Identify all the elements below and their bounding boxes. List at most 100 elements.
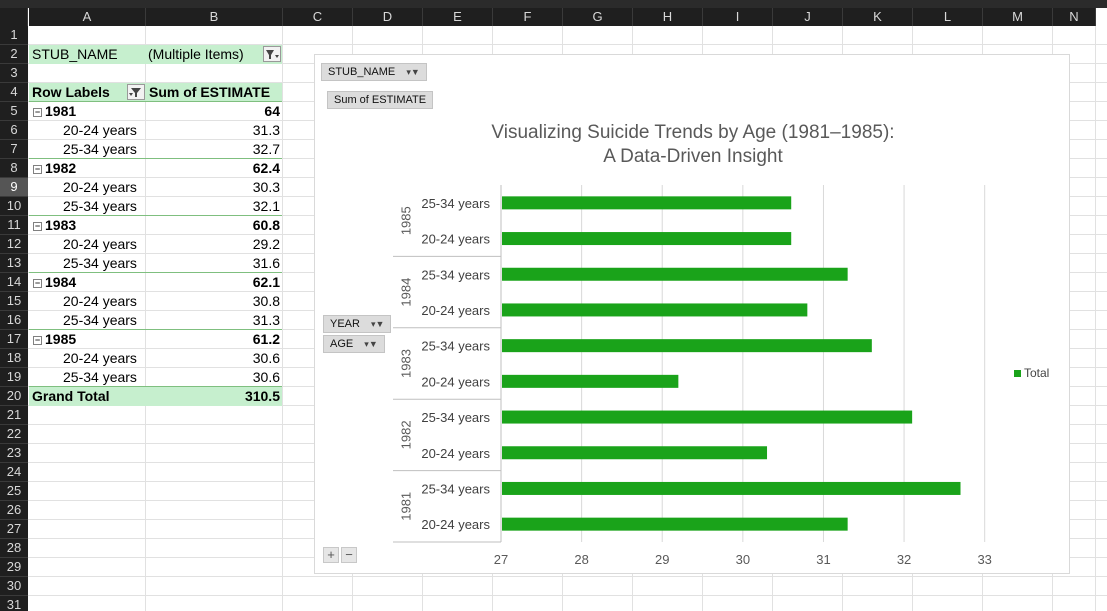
row-header-7[interactable]: 7	[0, 140, 28, 159]
group-divider	[29, 158, 282, 159]
column-header-h[interactable]: H	[633, 8, 703, 26]
pivot-year-label[interactable]: −1983	[29, 216, 146, 235]
chart-expand-button[interactable]: +	[323, 547, 339, 563]
row-header-20[interactable]: 20	[0, 387, 28, 406]
pivot-age-value: 32.7	[252, 141, 280, 157]
row-header-15[interactable]: 15	[0, 292, 28, 311]
year-axis-label: 1982	[398, 420, 413, 449]
pivot-age-label: 20-24 years	[63, 350, 137, 366]
x-tick-label: 29	[655, 552, 669, 567]
column-header-k[interactable]: K	[843, 8, 913, 26]
pivot-year-total: 61.2	[252, 331, 280, 347]
pivot-year-text: 1985	[45, 331, 77, 347]
column-header-f[interactable]: F	[493, 8, 563, 26]
column-header-n[interactable]: N	[1053, 8, 1096, 26]
pivot-age-label: 25-34 years	[63, 198, 137, 214]
x-tick-label: 33	[977, 552, 991, 567]
row-header-8[interactable]: 8	[0, 159, 28, 178]
pivot-year-label[interactable]: −1984	[29, 273, 146, 292]
row-header-28[interactable]: 28	[0, 539, 28, 558]
row-header-2[interactable]: 2	[0, 45, 28, 64]
pivot-row-labels-header: Row Labels	[29, 83, 146, 102]
pivot-year-label[interactable]: −1982	[29, 159, 146, 178]
collapse-minus-icon[interactable]: −	[33, 107, 42, 117]
chart-field-button-sum-estimate[interactable]: Sum of ESTIMATE	[327, 91, 434, 109]
column-header-m[interactable]: M	[983, 8, 1053, 26]
collapse-minus-icon[interactable]: −	[33, 221, 42, 231]
column-header-i[interactable]: I	[703, 8, 773, 26]
year-axis-label: 1984	[398, 278, 413, 307]
collapse-minus-icon[interactable]: −	[33, 278, 42, 288]
pivot-filter-value: (Multiple Items)	[148, 46, 244, 62]
pivot-year-label[interactable]: −1985	[29, 330, 146, 349]
pivot-chart[interactable]: STUB_NAME ▾▼ Sum of ESTIMATE YEAR ▾▼ AGE…	[314, 54, 1070, 574]
row-header-6[interactable]: 6	[0, 121, 28, 140]
row-header-16[interactable]: 16	[0, 311, 28, 330]
pivot-filter-label: STUB_NAME	[32, 46, 118, 62]
collapse-minus-icon[interactable]: −	[33, 164, 42, 174]
chart-title-line-1: Visualizing Suicide Trends by Age (1981–…	[491, 122, 895, 143]
row-header-4[interactable]: 4	[0, 83, 28, 102]
row-header-21[interactable]: 21	[0, 406, 28, 425]
row-header-12[interactable]: 12	[0, 235, 28, 254]
chart-collapse-button[interactable]: −	[341, 547, 357, 563]
column-gridline	[282, 26, 283, 611]
pivot-filter-dropdown-button[interactable]	[263, 46, 281, 62]
bar-1983-25-34-years	[502, 339, 872, 353]
row-header-1[interactable]: 1	[0, 26, 28, 45]
row-header-17[interactable]: 17	[0, 330, 28, 349]
row-header-10[interactable]: 10	[0, 197, 28, 216]
pivot-year-text: 1981	[45, 103, 77, 119]
chart-title: Visualizing Suicide Trends by Age (1981–…	[315, 121, 1071, 169]
legend-swatch	[1014, 370, 1021, 377]
row-header-25[interactable]: 25	[0, 482, 28, 501]
row-header-24[interactable]: 24	[0, 463, 28, 482]
row-header-5[interactable]: 5	[0, 102, 28, 121]
column-header-l[interactable]: L	[913, 8, 983, 26]
year-axis-label: 1985	[398, 206, 413, 235]
x-tick-label: 28	[574, 552, 588, 567]
row-header-14[interactable]: 14	[0, 273, 28, 292]
chart-field-button-stub-name[interactable]: STUB_NAME ▾▼	[321, 63, 427, 81]
year-axis-label: 1981	[398, 492, 413, 521]
row-header-11[interactable]: 11	[0, 216, 28, 235]
row-header-26[interactable]: 26	[0, 501, 28, 520]
x-tick-label: 27	[494, 552, 508, 567]
column-header-a[interactable]: A	[29, 8, 146, 26]
pivot-grand-total-value: 310.5	[146, 387, 282, 406]
chart-field-button-age[interactable]: AGE ▾▼	[323, 335, 385, 353]
column-header-j[interactable]: J	[773, 8, 843, 26]
row-header-3[interactable]: 3	[0, 64, 28, 83]
row-labels-filter-button[interactable]	[127, 84, 145, 100]
row-header-30[interactable]: 30	[0, 577, 28, 596]
bar-1984-20-24-years	[502, 303, 808, 317]
row-header-9[interactable]: 9	[0, 178, 28, 197]
group-divider	[29, 101, 282, 102]
row-header-22[interactable]: 22	[0, 425, 28, 444]
collapse-minus-icon[interactable]: −	[33, 335, 42, 345]
pivot-age-value: 31.6	[252, 255, 280, 271]
row-gridline	[28, 44, 1107, 45]
row-header-29[interactable]: 29	[0, 558, 28, 577]
group-divider	[29, 215, 282, 216]
column-header-c[interactable]: C	[283, 8, 353, 26]
row-header-19[interactable]: 19	[0, 368, 28, 387]
pivot-age-label: 25-34 years	[63, 369, 137, 385]
row-header-31[interactable]: 31	[0, 596, 28, 611]
group-divider	[29, 329, 282, 330]
filter-funnel-icon	[129, 88, 141, 97]
column-header-g[interactable]: G	[563, 8, 633, 26]
row-header-13[interactable]: 13	[0, 254, 28, 273]
pivot-age-value: 30.6	[252, 350, 280, 366]
column-header-e[interactable]: E	[423, 8, 493, 26]
column-header-b[interactable]: B	[146, 8, 283, 26]
select-all-corner[interactable]	[0, 8, 28, 26]
row-header-18[interactable]: 18	[0, 349, 28, 368]
row-header-23[interactable]: 23	[0, 444, 28, 463]
column-header-d[interactable]: D	[353, 8, 423, 26]
pivot-year-label[interactable]: −1981	[29, 102, 146, 121]
x-tick-label: 31	[816, 552, 830, 567]
row-header-27[interactable]: 27	[0, 520, 28, 539]
pivot-year-text: 1984	[45, 274, 77, 290]
chart-field-button-year[interactable]: YEAR ▾▼	[323, 315, 392, 333]
